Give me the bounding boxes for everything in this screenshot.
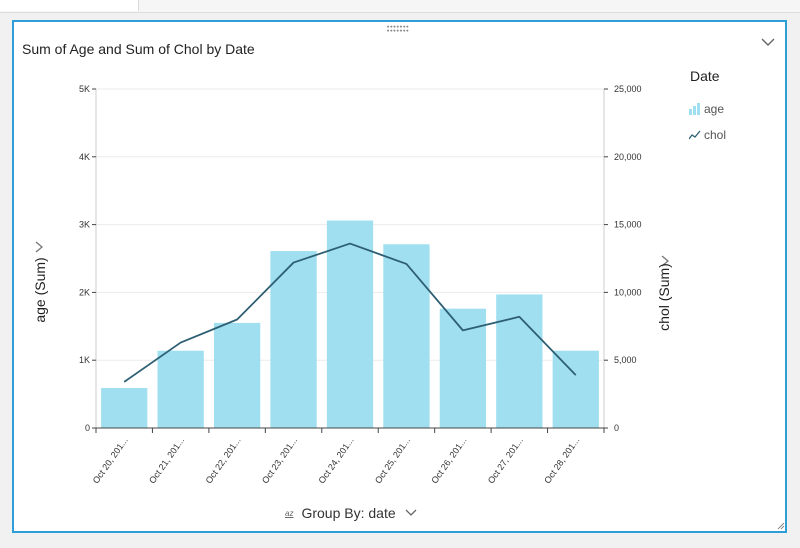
- drag-handle-icon[interactable]: ∙∙∙∙∙∙∙ ∙∙∙∙∙∙∙: [386, 23, 410, 35]
- y-right-tick-label: 15,000: [614, 220, 642, 230]
- x-tick-label: Oct 23, 201...: [260, 435, 299, 485]
- sort-az-icon: az: [285, 508, 294, 518]
- y-left-tick-label: 2K: [79, 287, 90, 297]
- bar-legend-icon: [689, 103, 700, 115]
- legend-item-chol[interactable]: chol: [689, 128, 726, 142]
- y-left-tick-label: 5K: [79, 84, 90, 94]
- y-left-tick-label: 3K: [79, 220, 90, 230]
- x-tick-label: Oct 20, 201...: [91, 435, 130, 485]
- bar-age: [496, 294, 543, 428]
- chevron-down-icon: [405, 509, 417, 516]
- x-tick-label: Oct 25, 201...: [373, 435, 412, 485]
- x-tick-label: Oct 21, 201...: [147, 435, 186, 485]
- chevron-right-icon[interactable]: [660, 254, 670, 268]
- y-right-tick-label: 20,000: [614, 152, 642, 162]
- bar-age: [552, 350, 599, 428]
- top-tab-bar: [0, 0, 800, 13]
- legend-title: Date: [690, 68, 720, 84]
- group-by-label: Group By: date: [301, 505, 396, 521]
- bar-age: [270, 251, 317, 428]
- y-right-tick-label: 25,000: [614, 84, 642, 94]
- y-left-tick-label: 4K: [79, 152, 90, 162]
- x-tick-label: Oct 22, 201...: [204, 435, 243, 485]
- y-left-tick-label: 1K: [79, 355, 90, 365]
- x-tick-label: Oct 24, 201...: [316, 435, 355, 485]
- y-right-tick-label: 0: [614, 423, 619, 433]
- bar-age: [101, 387, 148, 428]
- legend-label-age: age: [704, 102, 725, 116]
- y-right-tick-label: 5,000: [614, 355, 637, 365]
- x-tick-label: Oct 27, 201...: [486, 435, 525, 485]
- active-tab[interactable]: [0, 0, 139, 11]
- line-chol: [123, 242, 577, 383]
- legend-item-age[interactable]: age: [689, 102, 724, 116]
- bar-age: [326, 220, 374, 428]
- x-tick-label: Oct 28, 201...: [542, 435, 581, 485]
- bar-age: [157, 350, 204, 428]
- resize-handle-icon[interactable]: [775, 520, 785, 530]
- y-right-tick-label: 10,000: [614, 287, 642, 297]
- chevron-right-icon[interactable]: [34, 240, 44, 254]
- chart-title: Sum of Age and Sum of Chol by Date: [22, 41, 255, 57]
- bar-age: [439, 308, 487, 428]
- y-left-tick-label: 0: [85, 423, 90, 433]
- legend-label-chol: chol: [704, 128, 727, 142]
- bar-age: [213, 322, 261, 428]
- x-tick-label: Oct 26, 201...: [429, 435, 468, 485]
- group-by-control[interactable]: az Group By: date: [285, 505, 418, 521]
- collapse-chevron-icon[interactable]: [760, 35, 776, 49]
- line-legend-icon: [689, 130, 701, 140]
- bar-age: [383, 244, 430, 428]
